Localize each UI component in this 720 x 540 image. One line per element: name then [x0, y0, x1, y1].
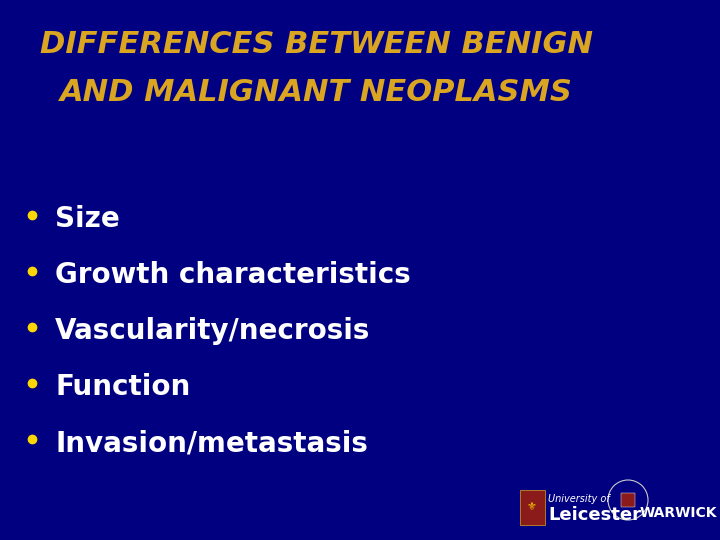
Text: Invasion/metastasis: Invasion/metastasis	[55, 429, 368, 457]
Text: Function: Function	[55, 373, 190, 401]
Text: Leicester: Leicester	[548, 506, 641, 524]
Bar	[621, 493, 635, 507]
Text: Growth characteristics: Growth characteristics	[55, 261, 410, 289]
Bar	[520, 490, 545, 525]
Text: ⚜: ⚜	[527, 502, 537, 512]
Text: DIFFERENCES BETWEEN BENIGN: DIFFERENCES BETWEEN BENIGN	[40, 30, 593, 59]
Text: AND MALIGNANT NEOPLASMS: AND MALIGNANT NEOPLASMS	[60, 78, 573, 107]
Text: Vascularity/necrosis: Vascularity/necrosis	[55, 317, 370, 345]
Text: University of: University of	[548, 494, 610, 504]
Text: WARWICK: WARWICK	[640, 506, 718, 520]
Text: Size: Size	[55, 205, 120, 233]
